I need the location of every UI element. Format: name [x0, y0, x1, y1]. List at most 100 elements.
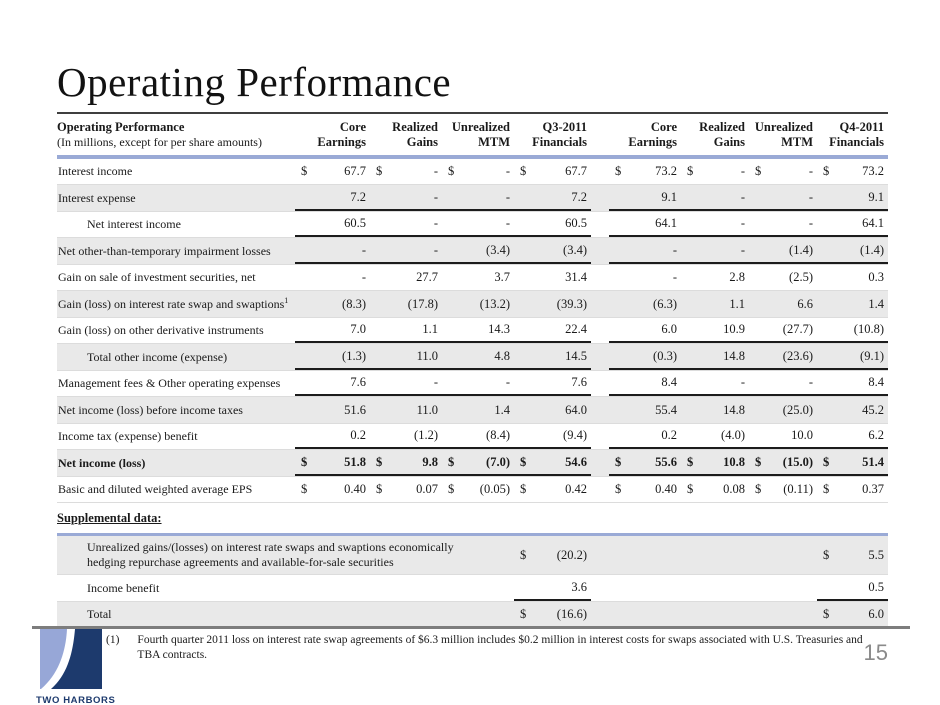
table-row: Basic and diluted weighted average EPS $0…: [57, 477, 888, 504]
dollar-sign: $: [615, 454, 622, 469]
dollar-sign: $: [301, 454, 308, 469]
value-cell: (1.4): [749, 238, 817, 264]
cell-value: -: [505, 375, 510, 390]
cell-value: (8.3): [342, 296, 366, 311]
value-cell: -: [370, 212, 442, 238]
table-row: Interest expense 7.2 - - 7.2 9.1 - - 9.1: [57, 185, 888, 212]
cell-value: -: [740, 216, 745, 231]
value-cell: (3.4): [442, 238, 514, 264]
group-gap: [591, 477, 609, 503]
cell-value: 7.6: [350, 375, 366, 390]
cell-value: 11.0: [416, 402, 438, 417]
table-row: Total $ (16.6) $6.0: [57, 601, 888, 629]
group-gap: [591, 424, 609, 450]
group-gap: [591, 602, 609, 628]
cell-value: 67.7: [344, 164, 366, 179]
value-cell: (1.2): [370, 424, 442, 450]
dollar-sign: $: [520, 454, 527, 469]
value-cell: $0.37: [817, 477, 888, 503]
value-cell: 6.2: [817, 424, 888, 450]
cell-value: 54.6: [565, 454, 587, 469]
value-cell: 1.4: [442, 397, 514, 423]
table-header-label: Operating Performance (In millions, exce…: [57, 119, 295, 151]
cell-value: 0.5: [868, 579, 884, 594]
value-cell: -: [370, 238, 442, 264]
table-row: Gain (loss) on other derivative instrume…: [57, 318, 888, 345]
cell-value: (9.4): [563, 428, 587, 443]
group-gap: [591, 212, 609, 238]
value-cell: (8.4): [442, 424, 514, 450]
cell-value: (25.0): [782, 402, 813, 417]
cell-value: 6.0: [868, 607, 884, 622]
value-cell: $67.7: [295, 159, 370, 185]
footnote-text: Fourth quarter 2011 loss on interest rat…: [137, 634, 863, 661]
cell-value: 60.5: [344, 216, 366, 231]
table-row: Gain on sale of investment securities, n…: [57, 265, 888, 292]
row-label: Management fees & Other operating expens…: [58, 376, 281, 391]
value-cell: 64.0: [514, 397, 591, 423]
value-cell: (1.3): [295, 344, 370, 370]
group-gap: [591, 575, 609, 601]
value-cell: 10.0: [749, 424, 817, 450]
cell-value: (1.4): [860, 242, 884, 257]
cell-value: 10.9: [723, 322, 745, 337]
two-harbors-logo: TWO HARBORS Investment Corp.: [36, 629, 116, 705]
cell-value: 0.07: [416, 482, 438, 497]
value-cell: $ -: [749, 159, 817, 185]
value-cell: 6.6: [749, 291, 817, 317]
value-cell: $0.07: [370, 477, 442, 503]
value-cell: (2.5): [749, 265, 817, 291]
cell-value: 10.0: [791, 428, 813, 443]
row-label: Total other income (expense): [87, 349, 228, 364]
cell-value: 27.7: [416, 270, 438, 285]
value-cell: 22.4: [514, 318, 591, 344]
value-cell: (4.0): [681, 424, 749, 450]
cell-value: 7.0: [350, 322, 366, 337]
value-cell: 7.0: [295, 318, 370, 344]
cell-value: (1.3): [342, 348, 366, 363]
group-gap: [591, 344, 609, 370]
group-gap: [591, 265, 609, 291]
dollar-sign: $: [448, 454, 455, 469]
cell-value: -: [433, 189, 438, 204]
row-label: Gain (loss) on interest rate swap and sw…: [58, 296, 289, 312]
cell-value: 7.6: [571, 375, 587, 390]
cell-value: 6.0: [661, 322, 677, 337]
column-header: Unrealized MTM: [754, 119, 813, 150]
cell-value: -: [740, 189, 745, 204]
cell-value: (10.8): [853, 322, 884, 337]
cell-value: (9.1): [860, 348, 884, 363]
value-cell: (8.3): [295, 291, 370, 317]
cell-value: 0.37: [862, 482, 884, 497]
value-cell: 8.4: [817, 371, 888, 397]
value-cell: $54.6: [514, 450, 591, 476]
dollar-sign: $: [376, 482, 383, 497]
cell-value: (0.05): [479, 482, 510, 497]
cell-value: 0.40: [655, 482, 677, 497]
cell-value: -: [505, 216, 510, 231]
value-cell: (25.0): [749, 397, 817, 423]
value-cell: $51.4: [817, 450, 888, 476]
value-cell: 55.4: [609, 397, 681, 423]
two-harbors-logo-icon: [40, 629, 102, 689]
page-number: 15: [863, 640, 888, 665]
value-cell: 2.8: [681, 265, 749, 291]
dollar-sign: $: [615, 164, 622, 179]
value-cell: $ (20.2): [514, 536, 591, 574]
value-cell: 3.6: [514, 575, 591, 601]
value-cell: [749, 602, 817, 628]
dollar-sign: $: [755, 164, 762, 179]
dollar-sign: $: [520, 607, 527, 622]
value-cell: $ -: [681, 159, 749, 185]
table-row: Unrealized gains/(losses) on interest ra…: [57, 536, 888, 576]
value-cell: (17.8): [370, 291, 442, 317]
value-cell: 0.3: [817, 265, 888, 291]
dollar-sign: $: [520, 547, 527, 562]
table-row: Management fees & Other operating expens…: [57, 371, 888, 398]
logo-name: TWO HARBORS: [36, 695, 116, 705]
value-cell: 11.0: [370, 397, 442, 423]
value-cell: 11.0: [370, 344, 442, 370]
cell-value: 7.2: [350, 189, 366, 204]
footnote: (1) Fourth quarter 2011 loss on interest…: [106, 633, 866, 663]
value-cell: 9.1: [609, 185, 681, 211]
